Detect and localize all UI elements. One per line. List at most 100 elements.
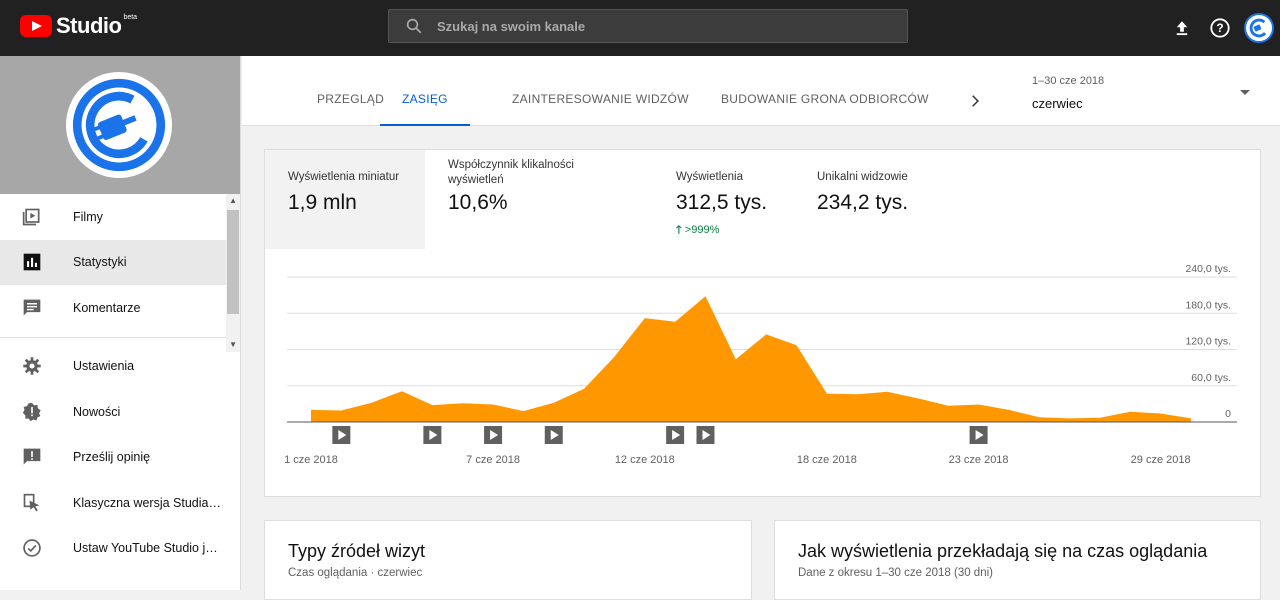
youtube-studio-logo[interactable]: Studio beta <box>20 13 137 39</box>
impressions-chart: 0 60,0 tys. 120,0 tys. 180,0 tys. 240,0 tys.… <box>284 263 1237 466</box>
youtube-play-icon <box>20 15 52 37</box>
svg-text:?: ? <box>1216 21 1223 35</box>
views-watchtime-card: Jak wyświetlenia przekładają się na czas… <box>774 520 1261 600</box>
video-publish-marker[interactable] <box>666 426 685 444</box>
analytics-tabs: PRZEGLĄD ZASIĘG ZAINTERESOWANIE WIDZÓW B… <box>242 56 1280 126</box>
sidebar-item-label: Ustawienia <box>73 359 135 374</box>
video-publish-marker[interactable] <box>544 426 563 444</box>
x-tick-label: 1 cze 2018 <box>284 454 338 466</box>
sidebar-item-settings[interactable]: Ustawienia <box>0 344 240 390</box>
x-tick-label: 23 cze 2018 <box>949 454 1009 466</box>
play-icon <box>702 430 711 440</box>
settings-icon <box>20 354 44 378</box>
x-tick-label: 12 cze 2018 <box>615 454 675 466</box>
date-range: 1–30 cze 2018 <box>1032 75 1105 87</box>
date-period-select[interactable]: czerwiec <box>1032 96 1083 111</box>
check-circle-icon <box>20 536 44 560</box>
main-content: PRZEGLĄD ZASIĘG ZAINTERESOWANIE WIDZÓW B… <box>242 56 1280 600</box>
video-publish-marker[interactable] <box>332 426 351 444</box>
chevron-down-icon[interactable] <box>1240 90 1250 95</box>
card-subtitle: Czas oglądania · czerwiec <box>288 567 423 579</box>
x-tick-label: 18 cze 2018 <box>797 454 857 466</box>
card-subtitle: Dane z okresu 1–30 cze 2018 (30 dni) <box>798 567 993 579</box>
x-tick-label: 7 cze 2018 <box>466 454 520 466</box>
metric-impressions[interactable]: Wyświetlenia miniatur 1,9 mln <box>265 150 425 249</box>
tab-audience[interactable]: BUDOWANIE GRONA ODBIORCÓW <box>721 92 929 106</box>
metric-change: 🡑 >999% <box>676 221 806 240</box>
card-title: Jak wyświetlenia przekładają się na czas… <box>798 541 1208 561</box>
play-icon <box>672 430 681 440</box>
video-publish-marker[interactable] <box>696 426 715 444</box>
chevron-right-icon[interactable] <box>968 94 982 113</box>
account-avatar[interactable] <box>1244 13 1274 43</box>
search-bar[interactable] <box>388 9 908 43</box>
scroll-up-icon[interactable]: ▲ <box>229 196 237 205</box>
beta-badge: beta <box>123 13 138 21</box>
x-tick-label: 29 cze 2018 <box>1131 454 1191 466</box>
sidebar-item-label: Klasyczna wersja Studia… <box>73 495 221 510</box>
y-tick-label: 240,0 tys. <box>1185 263 1231 275</box>
reach-metrics-card: Wyświetlenia miniatur 1,9 mln Współczynn… <box>264 149 1261 497</box>
metric-ctr[interactable]: Współczynnik klikalności wyświetleń 10,6… <box>425 150 625 249</box>
play-icon <box>975 430 984 440</box>
y-tick-label: 180,0 tys. <box>1185 299 1231 311</box>
logo-text: Studio <box>56 13 122 38</box>
metric-value: 312,5 tys. <box>676 191 768 214</box>
video-publish-marker[interactable] <box>484 426 503 444</box>
video-icon <box>20 205 44 229</box>
play-icon <box>338 430 347 440</box>
sidebar-item-label: Komentarze <box>73 300 141 315</box>
tab-overview[interactable]: PRZEGLĄD <box>317 92 385 106</box>
sidebar-item-set-default[interactable]: Ustaw YouTube Studio j… <box>0 526 240 572</box>
metric-value: 10,6% <box>448 191 508 214</box>
top-bar: Studio beta ? <box>0 0 1280 56</box>
news-icon <box>20 400 44 424</box>
help-icon[interactable]: ? <box>1206 14 1234 42</box>
sidebar-scroll-thumb[interactable] <box>227 210 239 314</box>
search-icon <box>406 18 422 34</box>
sidebar-item-label: Nowości <box>73 404 121 419</box>
traffic-sources-card: Typy źródeł wizyt Czas oglądania · czerw… <box>264 520 752 600</box>
metric-change-value: >999% <box>684 224 720 236</box>
sidebar-divider <box>0 336 240 338</box>
video-publish-marker[interactable] <box>969 426 988 444</box>
metric-label: Wyświetlenia <box>676 171 744 183</box>
comments-icon <box>20 296 44 320</box>
tab-reach[interactable]: ZASIĘG <box>380 92 470 126</box>
channel-avatar[interactable] <box>66 72 172 178</box>
channel-banner <box>0 56 240 194</box>
impressions-area-series <box>311 296 1191 422</box>
sidebar-item-label: Ustaw YouTube Studio j… <box>73 541 218 556</box>
tab-engagement[interactable]: ZAINTERESOWANIE WIDZÓW <box>512 92 689 106</box>
search-input[interactable] <box>437 18 877 34</box>
sidebar-item-label: Statystyki <box>73 255 127 270</box>
arrow-up-icon: 🡑 <box>676 224 682 236</box>
scroll-down-icon[interactable]: ▼ <box>229 340 237 349</box>
upload-icon[interactable] <box>1168 14 1196 42</box>
video-publish-marker[interactable] <box>423 426 442 444</box>
sidebar-item-whats-new[interactable]: Nowości <box>0 389 240 435</box>
metric-value: 1,9 mln <box>288 191 357 214</box>
sidebar-item-analytics[interactable]: Statystyki <box>0 239 240 285</box>
metric-unique-viewers[interactable]: Unikalni widzowie 234,2 tys. <box>817 150 967 249</box>
y-tick-label: 60,0 tys. <box>1191 372 1231 384</box>
sidebar-item-label: Filmy <box>73 209 103 224</box>
metric-views[interactable]: Wyświetlenia 312,5 tys. 🡑 >999% <box>676 150 806 249</box>
sidebar-item-comments[interactable]: Komentarze <box>0 285 240 331</box>
play-icon <box>490 430 499 440</box>
analytics-icon <box>20 250 44 274</box>
metric-label: Unikalni widzowie <box>817 171 908 183</box>
sidebar: Filmy Statystyki Komentarze Ustawienia N… <box>0 56 241 590</box>
play-icon <box>550 430 559 440</box>
classic-studio-icon <box>20 491 44 515</box>
sidebar-item-feedback[interactable]: Prześlij opinię <box>0 435 240 481</box>
metric-label: Wyświetlenia miniatur <box>288 171 400 183</box>
play-icon <box>429 430 438 440</box>
y-tick-label: 0 <box>1225 408 1231 420</box>
sidebar-item-videos[interactable]: Filmy <box>0 194 240 240</box>
sidebar-item-classic-studio[interactable]: Klasyczna wersja Studia… <box>0 480 240 526</box>
metric-value: 234,2 tys. <box>817 191 909 214</box>
sidebar-item-label: Prześlij opinię <box>73 450 151 465</box>
y-tick-label: 120,0 tys. <box>1185 336 1231 348</box>
metric-label: Współczynnik klikalności wyświetleń <box>448 159 574 186</box>
